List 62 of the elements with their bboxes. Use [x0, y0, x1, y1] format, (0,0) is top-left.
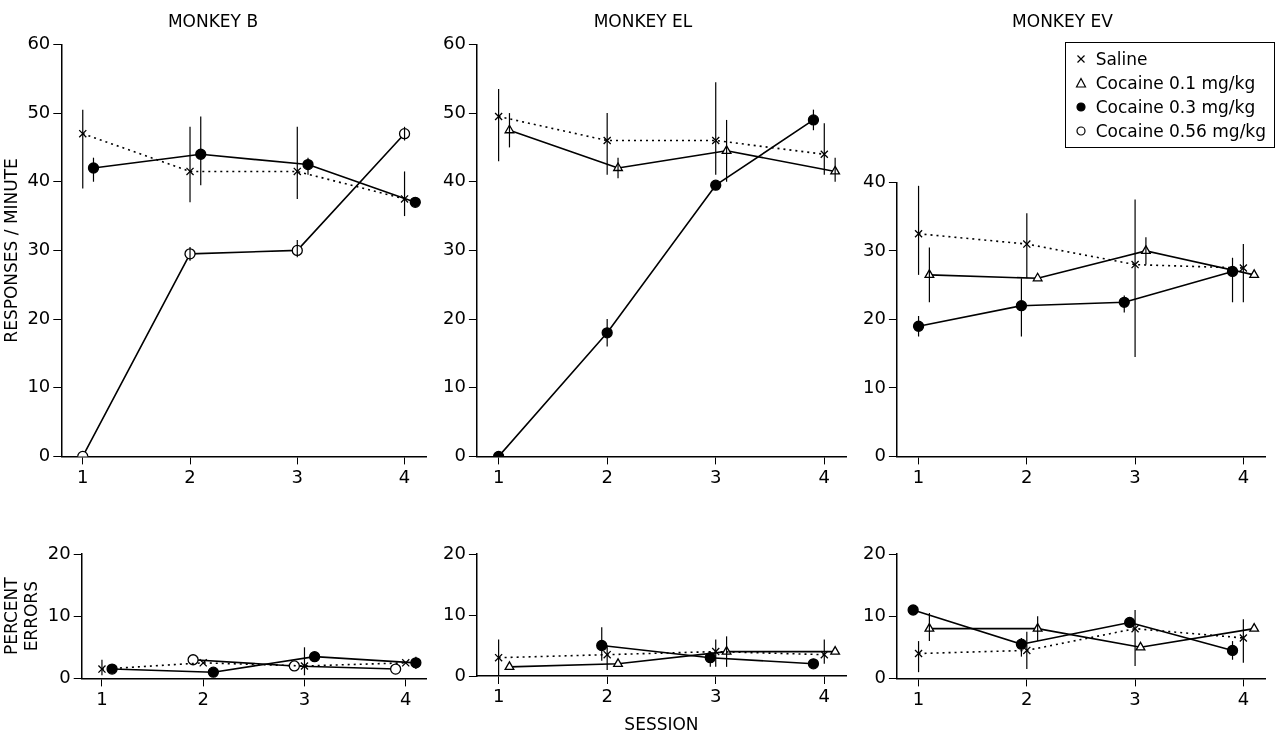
chart-title: MONKEY B	[167, 10, 259, 31]
y-tick-label: 30	[443, 238, 466, 260]
y-tick-label: 0	[874, 666, 886, 688]
y-tick-label: 10	[863, 603, 886, 625]
y-tick-label: 60	[443, 32, 466, 54]
legend-label: Cocaine 0.1 mg/kg	[1095, 72, 1256, 95]
x-tick-label: 3	[710, 685, 722, 707]
chart-title: MONKEY EV	[1012, 10, 1114, 31]
y-tick-label: 40	[27, 169, 51, 191]
y-axis-title: PERCENT ERRORS	[0, 576, 42, 656]
x-tick-label: 4	[398, 465, 411, 487]
y-tick-label: 0	[874, 444, 886, 466]
x-tick-label: 1	[912, 687, 925, 709]
legend-label: Cocaine 0.3 mg/kg	[1095, 96, 1256, 119]
x-tick-label: 3	[291, 465, 304, 487]
x-tick-label: 2	[184, 465, 196, 487]
y-axis-title: RESPONSES / MINUTE	[0, 158, 21, 343]
y-tick-label: 20	[47, 541, 71, 563]
y-tick-label: 40	[863, 170, 886, 192]
x-tick-label: 3	[710, 465, 722, 487]
x-tick-label: 4	[818, 465, 831, 487]
y-tick-label: 10	[47, 603, 71, 625]
y-tick-label: 20	[863, 307, 886, 329]
y-tick-label: 50	[443, 100, 466, 122]
y-tick-label: 20	[443, 306, 466, 328]
x-tick-label: 4	[818, 685, 831, 707]
x-tick-label: 2	[601, 685, 613, 707]
y-tick-label: 0	[59, 666, 71, 688]
x-tick-label: 1	[77, 465, 89, 487]
y-tick-label: 0	[454, 444, 466, 466]
y-tick-label: 10	[443, 375, 466, 397]
x-axis-title: SESSION	[624, 714, 699, 735]
x-tick-label: 2	[197, 687, 209, 709]
y-tick-label: 0	[38, 444, 51, 466]
y-tick-label: 50	[27, 100, 51, 122]
x-tick-label: 2	[1021, 687, 1033, 709]
x-tick-label: 3	[1129, 465, 1141, 487]
x-tick-label: 3	[298, 687, 311, 709]
y-tick-label: 30	[863, 238, 886, 260]
y-tick-label: 60	[27, 32, 51, 54]
x-tick-label: 4	[400, 687, 412, 709]
x-tick-label: 1	[912, 465, 925, 487]
x-tick-label: 1	[492, 465, 505, 487]
y-tick-label: 40	[443, 169, 466, 191]
x-tick-label: 4	[1237, 687, 1250, 709]
y-tick-label: 20	[27, 306, 51, 328]
y-tick-label: 30	[27, 238, 51, 260]
x-tick-label: 1	[492, 685, 505, 707]
y-tick-label: 10	[27, 375, 51, 397]
x-tick-label: 2	[1021, 465, 1033, 487]
y-tick-label: 20	[863, 541, 886, 563]
x-tick-label: 3	[1129, 687, 1141, 709]
x-tick-label: 1	[96, 687, 108, 709]
x-tick-label: 2	[601, 465, 613, 487]
y-tick-label: 0	[454, 663, 466, 685]
x-tick-label: 4	[1237, 465, 1250, 487]
legend-label: Cocaine 0.56 mg/kg	[1095, 120, 1266, 143]
y-tick-label: 10	[443, 602, 466, 624]
legend-label: Saline	[1095, 48, 1148, 71]
y-tick-label: 20	[443, 541, 466, 563]
y-tick-label: 10	[863, 375, 886, 397]
chart-title: MONKEY EL	[593, 10, 693, 31]
